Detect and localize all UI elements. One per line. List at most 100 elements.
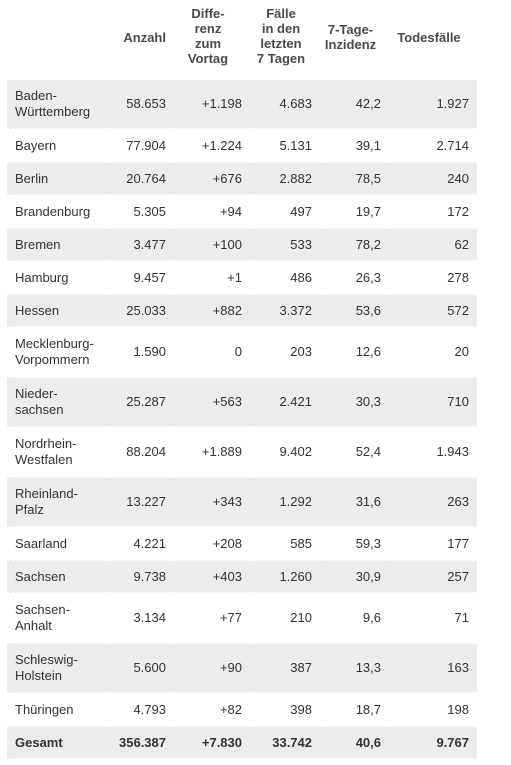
- cell-differenz: +1.198: [174, 80, 250, 130]
- cell-differenz: +82: [174, 693, 250, 727]
- table-row: Berlin 20.764 +676 2.882 78,5 240: [7, 162, 477, 196]
- table-row: Rheinland- Pfalz 13.227 +343 1.292 31,6 263: [7, 477, 477, 528]
- header-inzidenz-label: 7-Tage- Inzidenz: [324, 22, 377, 52]
- covid-cases-table: Anzahl Diffe- renz zum Vortag Fälle in d…: [7, 0, 477, 760]
- cell-faelle-7-tage: 210: [250, 593, 320, 644]
- header-anzahl-label: Anzahl: [123, 30, 166, 45]
- cell-state: Nieder- sachsen: [7, 377, 106, 428]
- cell-todesfaelle: 572: [389, 294, 477, 328]
- cell-state: Mecklenburg- Vorpommern: [7, 327, 106, 378]
- cell-faelle-7-tage: 9.402: [250, 427, 320, 478]
- cell-todesfaelle: 20: [389, 327, 477, 378]
- cell-anzahl: 5.600: [106, 643, 174, 694]
- header-faelle-7-tage[interactable]: Fälle in den letzten 7 Tagen: [250, 0, 320, 80]
- table-row: Brandenburg 5.305 +94 497 19,7 172: [7, 195, 477, 229]
- cell-anzahl: 1.590: [106, 327, 174, 378]
- cell-faelle-7-tage: 387: [250, 643, 320, 694]
- cell-todesfaelle: 177: [389, 527, 477, 561]
- cell-todesfaelle: 710: [389, 377, 477, 428]
- cell-faelle-7-tage: 398: [250, 693, 320, 727]
- table-row: Bremen 3.477 +100 533 78,2 62: [7, 228, 477, 262]
- table-row: Thüringen 4.793 +82 398 18,7 198: [7, 693, 477, 727]
- cell-differenz: +882: [174, 294, 250, 328]
- total-cell-state: Gesamt: [7, 726, 106, 760]
- cell-anzahl: 3.134: [106, 593, 174, 644]
- cell-todesfaelle: 2.714: [389, 129, 477, 163]
- cell-todesfaelle: 278: [389, 261, 477, 295]
- cell-faelle-7-tage: 5.131: [250, 129, 320, 163]
- header-faelle-7-tage-label: Fälle in den letzten 7 Tagen: [256, 6, 306, 66]
- cell-todesfaelle: 62: [389, 228, 477, 262]
- cell-differenz: +208: [174, 527, 250, 561]
- table-row: Hamburg 9.457 +1 486 26,3 278: [7, 261, 477, 295]
- cell-differenz: +676: [174, 162, 250, 196]
- table-header: Anzahl Diffe- renz zum Vortag Fälle in d…: [7, 0, 477, 80]
- cell-state: Rheinland- Pfalz: [7, 477, 106, 528]
- table-row: Bayern 77.904 +1.224 5.131 39,1 2.714: [7, 129, 477, 163]
- cell-inzidenz: 30,9: [320, 560, 389, 594]
- table-row: Saarland 4.221 +208 585 59,3 177: [7, 527, 477, 561]
- cell-state: Nordrhein- Westfalen: [7, 427, 106, 478]
- cell-inzidenz: 78,5: [320, 162, 389, 196]
- cell-todesfaelle: 263: [389, 477, 477, 528]
- total-cell-faelle-7-tage: 33.742: [250, 726, 320, 760]
- cell-differenz: +343: [174, 477, 250, 528]
- cell-anzahl: 77.904: [106, 129, 174, 163]
- cell-inzidenz: 42,2: [320, 80, 389, 130]
- table-row: Nordrhein- Westfalen 88.204 +1.889 9.402 52,…: [7, 427, 477, 478]
- cell-faelle-7-tage: 497: [250, 195, 320, 229]
- header-inzidenz[interactable]: 7-Tage- Inzidenz: [320, 0, 389, 80]
- cell-differenz: +1: [174, 261, 250, 295]
- cell-inzidenz: 19,7: [320, 195, 389, 229]
- cell-anzahl: 3.477: [106, 228, 174, 262]
- table-row: Sachsen 9.738 +403 1.260 30,9 257: [7, 560, 477, 594]
- cell-inzidenz: 30,3: [320, 377, 389, 428]
- total-cell-anzahl: 356.387: [106, 726, 174, 760]
- header-anzahl[interactable]: Anzahl: [106, 0, 174, 80]
- cell-inzidenz: 12,6: [320, 327, 389, 378]
- cell-state: Bremen: [7, 228, 106, 262]
- cell-faelle-7-tage: 1.260: [250, 560, 320, 594]
- cell-anzahl: 58.653: [106, 80, 174, 130]
- cell-differenz: +1.224: [174, 129, 250, 163]
- total-cell-inzidenz: 40,6: [320, 726, 389, 760]
- cell-todesfaelle: 71: [389, 593, 477, 644]
- cell-anzahl: 4.221: [106, 527, 174, 561]
- header-differenz[interactable]: Diffe- renz zum Vortag: [174, 0, 250, 80]
- cell-faelle-7-tage: 2.882: [250, 162, 320, 196]
- cell-inzidenz: 53,6: [320, 294, 389, 328]
- cell-differenz: +403: [174, 560, 250, 594]
- cell-faelle-7-tage: 1.292: [250, 477, 320, 528]
- cell-differenz: +563: [174, 377, 250, 428]
- cell-anzahl: 88.204: [106, 427, 174, 478]
- table-row: Schleswig- Holstein 5.600 +90 387 13,3 163: [7, 643, 477, 694]
- cell-inzidenz: 59,3: [320, 527, 389, 561]
- header-todesfaelle-label: Todesfälle: [397, 30, 461, 45]
- cell-state: Bayern: [7, 129, 106, 163]
- cell-todesfaelle: 1.943: [389, 427, 477, 478]
- cell-inzidenz: 18,7: [320, 693, 389, 727]
- table-body: Baden- Württemberg 58.653 +1.198 4.683 42,2 1…: [7, 80, 477, 760]
- cell-state: Thüringen: [7, 693, 106, 727]
- cell-differenz: +1.889: [174, 427, 250, 478]
- cell-faelle-7-tage: 203: [250, 327, 320, 378]
- cell-inzidenz: 31,6: [320, 477, 389, 528]
- cell-state: Saarland: [7, 527, 106, 561]
- table-row: Baden- Württemberg 58.653 +1.198 4.683 42,2 1…: [7, 80, 477, 130]
- cell-state: Sachsen- Anhalt: [7, 593, 106, 644]
- cell-state: Schleswig- Holstein: [7, 643, 106, 694]
- cell-anzahl: 13.227: [106, 477, 174, 528]
- cell-inzidenz: 52,4: [320, 427, 389, 478]
- cell-todesfaelle: 198: [389, 693, 477, 727]
- table-row: Sachsen- Anhalt 3.134 +77 210 9,6 71: [7, 593, 477, 644]
- table-row: Hessen 25.033 +882 3.372 53,6 572: [7, 294, 477, 328]
- cell-todesfaelle: 163: [389, 643, 477, 694]
- cell-anzahl: 25.033: [106, 294, 174, 328]
- cell-faelle-7-tage: 533: [250, 228, 320, 262]
- cell-anzahl: 9.457: [106, 261, 174, 295]
- header-differenz-label: Diffe- renz zum Vortag: [187, 6, 229, 66]
- header-todesfaelle[interactable]: Todesfälle: [389, 0, 477, 80]
- header-row: Anzahl Diffe- renz zum Vortag Fälle in d…: [7, 0, 477, 80]
- table-row: Mecklenburg- Vorpommern 1.590 0 203 12,6 20: [7, 327, 477, 378]
- total-cell-todesfaelle: 9.767: [389, 726, 477, 760]
